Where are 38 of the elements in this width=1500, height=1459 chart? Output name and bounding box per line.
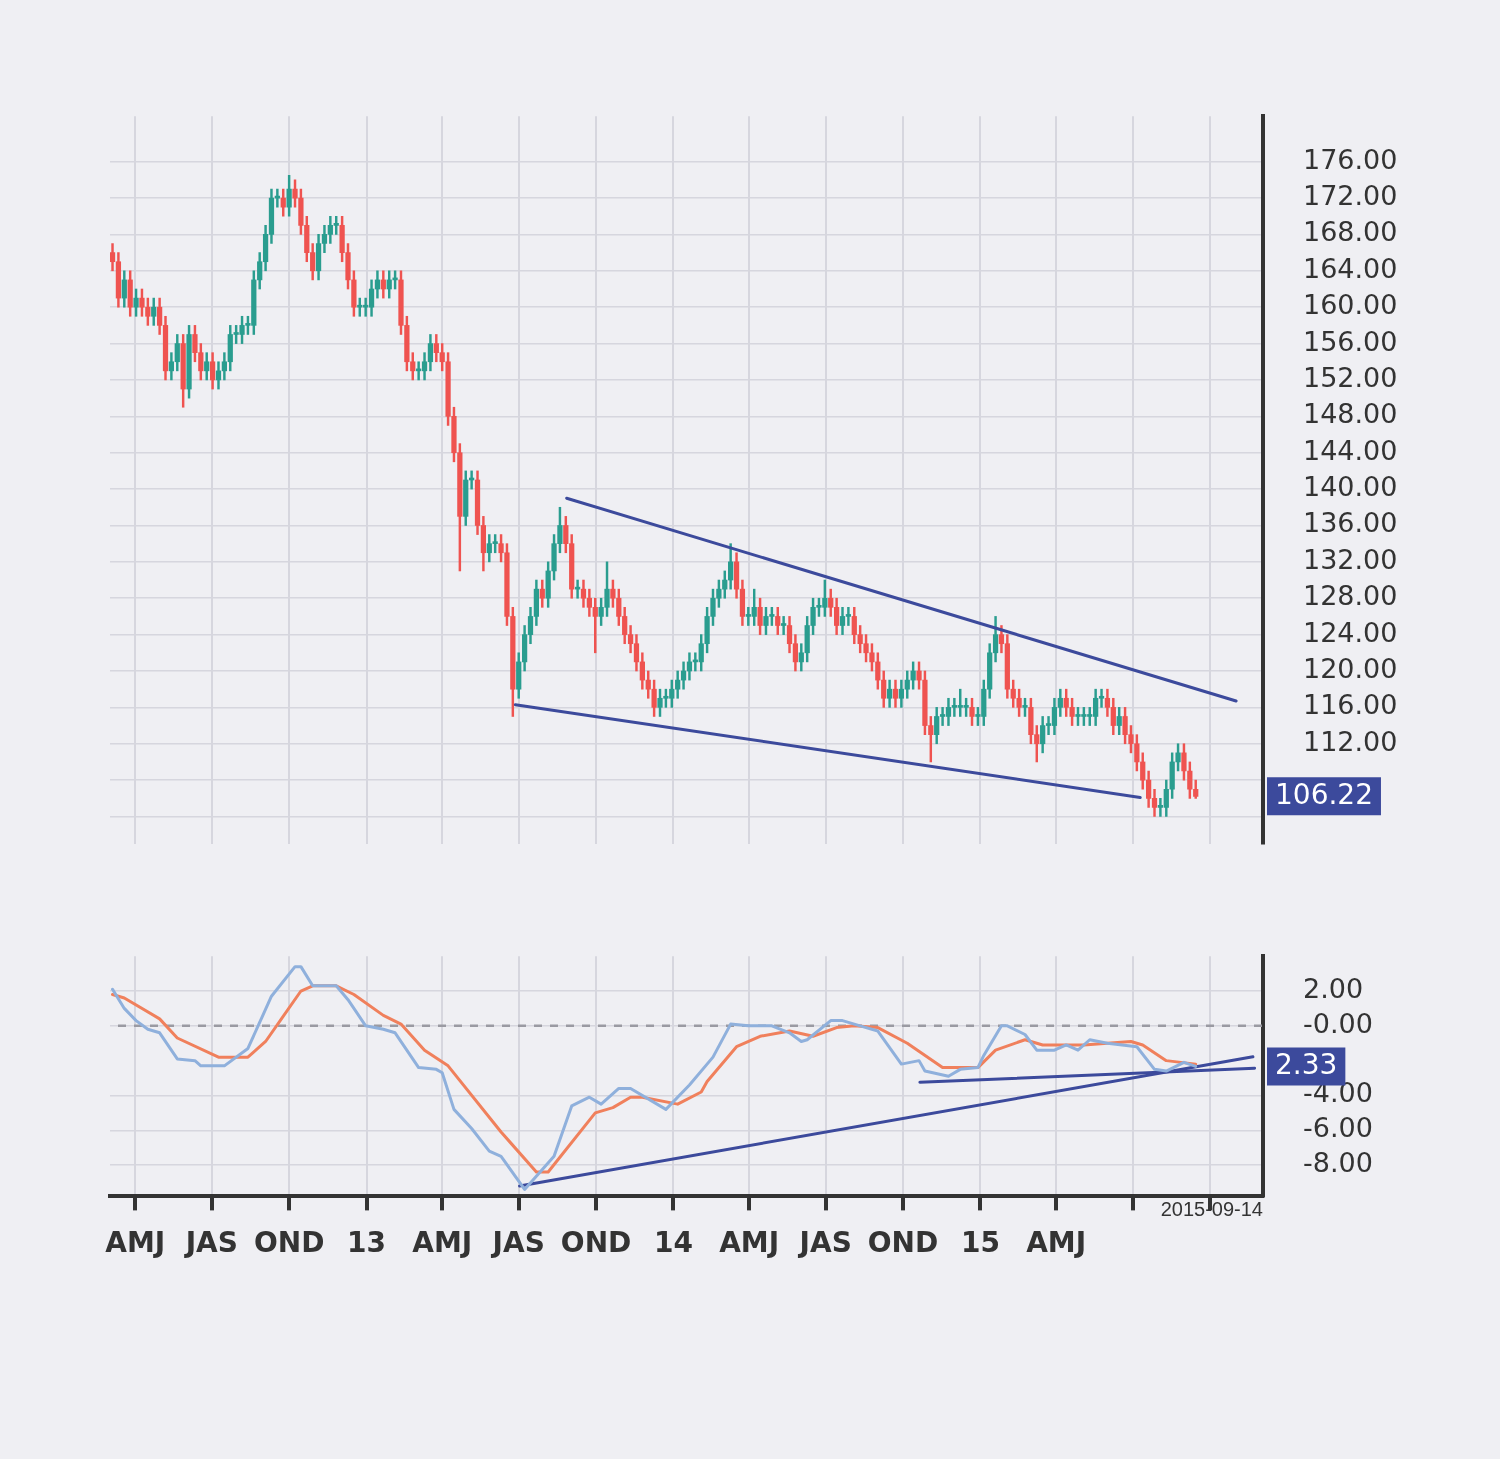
x-tick-label: 14 bbox=[653, 1226, 693, 1260]
y-tick-label: 176.00 bbox=[1303, 143, 1398, 175]
y-tick-label: 160.00 bbox=[1303, 289, 1398, 321]
x-tick-label: 15 bbox=[960, 1226, 1000, 1260]
text: 2.33 bbox=[1275, 1047, 1338, 1081]
x-tick-label: AMJ bbox=[1026, 1226, 1087, 1260]
y-tick-label: 120.00 bbox=[1303, 653, 1398, 685]
y-tick-label: 168.00 bbox=[1303, 216, 1398, 248]
x-tick-label: JAS bbox=[797, 1226, 852, 1260]
y-tick-label: -8.00 bbox=[1303, 1147, 1373, 1179]
x-tick-label: AMJ bbox=[719, 1226, 780, 1260]
y-tick-label: 148.00 bbox=[1303, 398, 1398, 430]
y-tick-label: 144.00 bbox=[1303, 434, 1398, 466]
y-tick-label: 172.00 bbox=[1303, 180, 1398, 212]
y-tick-label: -0.00 bbox=[1303, 1007, 1373, 1039]
x-tick-label: JAS bbox=[490, 1226, 545, 1260]
y-tick-label: 152.00 bbox=[1303, 361, 1398, 393]
text: 2015-09-14 bbox=[1160, 1197, 1263, 1220]
x-tick-label: JAS bbox=[183, 1226, 238, 1260]
x-tick-label: AMJ bbox=[105, 1226, 166, 1260]
y-tick-label: 116.00 bbox=[1303, 689, 1398, 721]
y-tick-label: 132.00 bbox=[1303, 543, 1398, 575]
y-tick-label: 156.00 bbox=[1303, 325, 1398, 357]
x-tick-label: OND bbox=[253, 1226, 325, 1260]
candlestick bbox=[781, 616, 787, 635]
text: 106.22 bbox=[1275, 777, 1373, 811]
x-tick-label: 13 bbox=[347, 1226, 386, 1260]
x-tick-label: OND bbox=[867, 1226, 939, 1260]
y-tick-label: 2.00 bbox=[1303, 973, 1364, 1005]
y-tick-label: 136.00 bbox=[1303, 507, 1398, 539]
x-tick-label: OND bbox=[560, 1226, 632, 1260]
y-tick-label: 112.00 bbox=[1303, 725, 1398, 757]
y-tick-label: 128.00 bbox=[1303, 580, 1398, 612]
y-tick-label: -6.00 bbox=[1303, 1112, 1373, 1144]
x-tick-label: AMJ bbox=[412, 1226, 473, 1260]
y-tick-label: 140.00 bbox=[1303, 471, 1398, 503]
y-tick-label: 124.00 bbox=[1303, 616, 1398, 648]
y-tick-label: 164.00 bbox=[1303, 252, 1398, 284]
